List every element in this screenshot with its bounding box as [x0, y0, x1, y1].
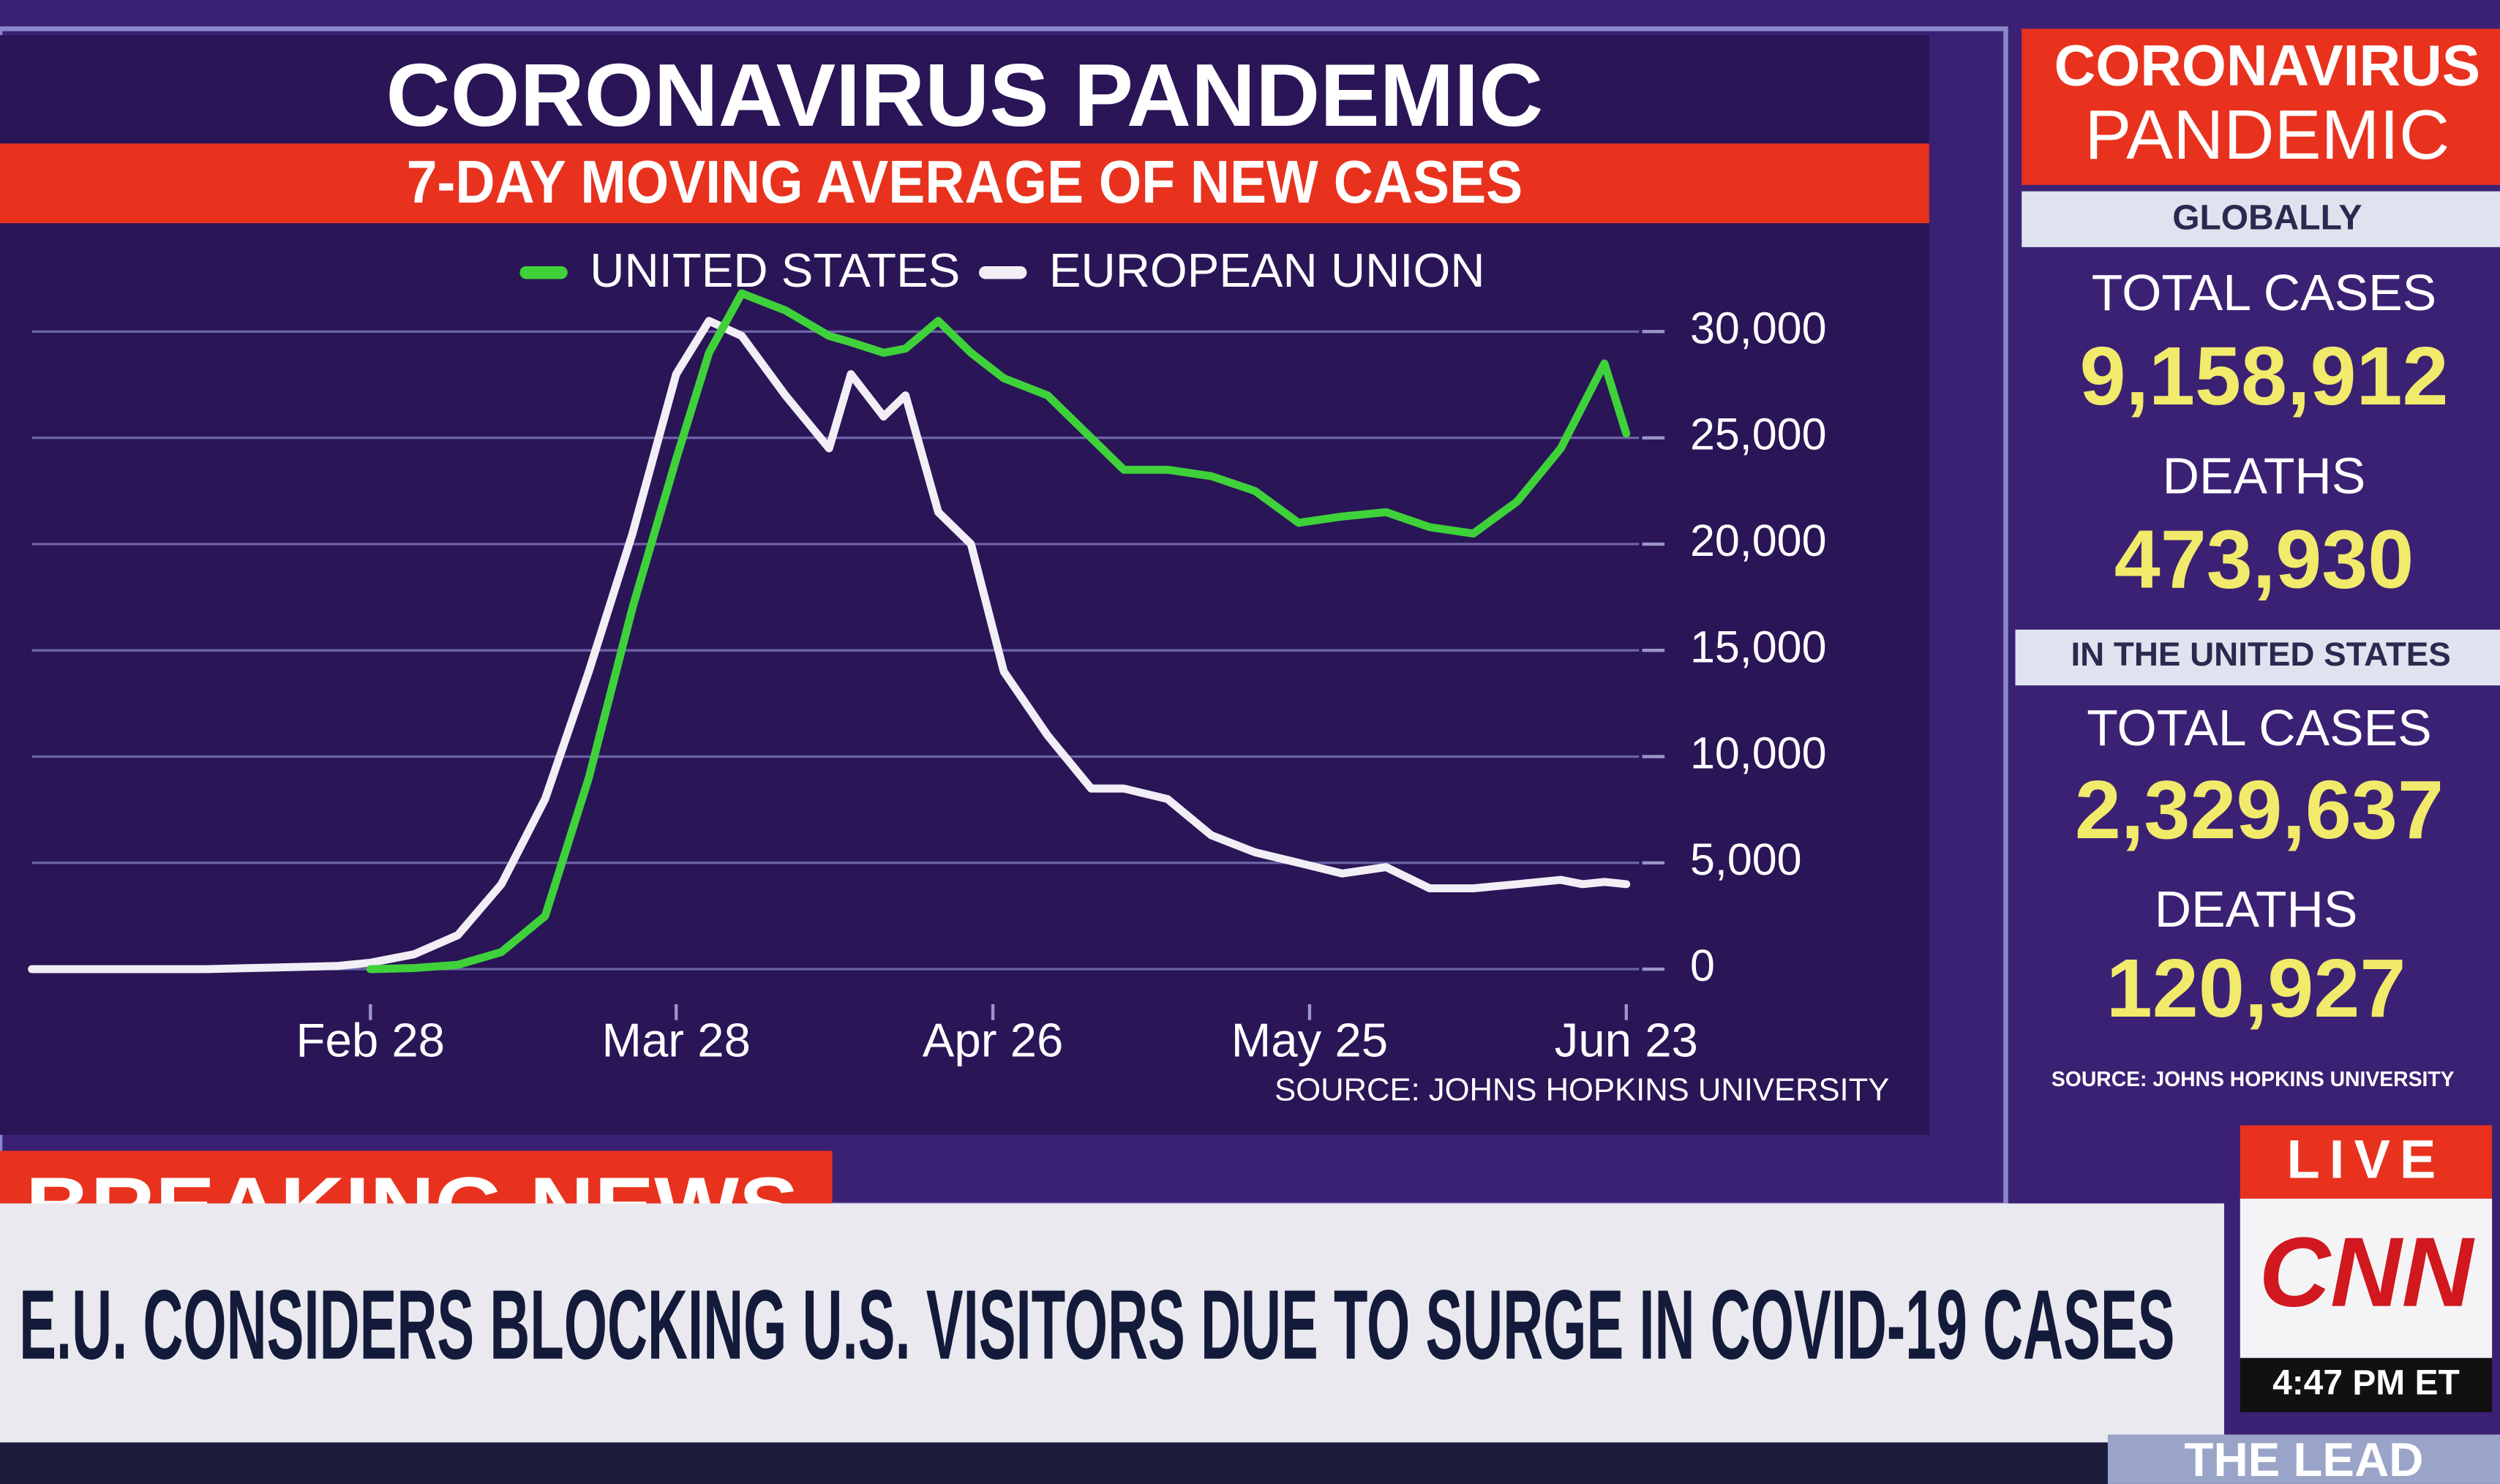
- sidebar-source: SOURCE: JOHNS HOPKINS UNIVERSITY: [2052, 1068, 2455, 1091]
- sidebar-title: PANDEMIC: [2084, 96, 2450, 174]
- stat-value: 473,930: [2114, 513, 2414, 606]
- time-box: [2240, 1357, 2493, 1412]
- show-name: THE LEAD: [2185, 1433, 2424, 1484]
- y-tick-label: 25,000: [1690, 410, 1827, 459]
- stat-label: DEATHS: [2163, 447, 2366, 504]
- y-tick-label: 5,000: [1690, 835, 1802, 884]
- x-tick-label: Jun 23: [1555, 1014, 1698, 1067]
- sidebar-header: GLOBALLY: [2172, 198, 2362, 237]
- x-tick-label: Feb 28: [296, 1014, 445, 1067]
- legend-label: UNITED STATES: [590, 244, 960, 297]
- stat-label: DEATHS: [2155, 881, 2358, 938]
- chart-subtitle: 7-DAY MOVING AVERAGE OF NEW CASES: [407, 148, 1523, 216]
- logo-box: [2240, 1198, 2493, 1358]
- sidebar-header: IN THE UNITED STATES: [2071, 636, 2450, 673]
- y-tick-label: 10,000: [1690, 728, 1827, 778]
- stat-label: TOTAL CASES: [2092, 264, 2436, 321]
- network-logo: CNN: [2259, 1217, 2475, 1327]
- sidebar-band: [2015, 629, 2500, 686]
- x-tick-label: May 25: [1231, 1014, 1388, 1067]
- y-tick-label: 15,000: [1690, 622, 1827, 671]
- y-tick-label: 20,000: [1690, 516, 1827, 565]
- headline: E.U. CONSIDERS BLOCKING U.S. VISITORS DU…: [19, 1270, 2174, 1380]
- live: LIVE: [2286, 1129, 2445, 1189]
- series-line: [28, 317, 1631, 973]
- sidebar-title-box: [2022, 29, 2500, 185]
- x-tick-label: Mar 28: [602, 1014, 751, 1067]
- ticker: [0, 1442, 2500, 1484]
- series-line: [366, 289, 1631, 973]
- stat-value: 2,329,637: [2075, 764, 2444, 856]
- stat-label: TOTAL CASES: [2087, 699, 2431, 756]
- sidebar-title: CORONAVIRUS: [2054, 34, 2481, 98]
- headline-band: [0, 1203, 2224, 1443]
- chart-title: CORONAVIRUS PANDEMIC: [386, 45, 1544, 145]
- x-tick-label: Apr 26: [923, 1014, 1064, 1067]
- stat-value: 9,158,912: [2079, 330, 2448, 423]
- time: 4:47 PM ET: [2272, 1363, 2460, 1402]
- y-tick-label: 0: [1690, 941, 1715, 990]
- legend-label: EUROPEAN UNION: [1049, 244, 1485, 297]
- live-box: [2240, 1125, 2493, 1199]
- sidebar-band: [2022, 191, 2500, 247]
- show-box: [2107, 1434, 2500, 1484]
- source: SOURCE: JOHNS HOPKINS UNIVERSITY: [1275, 1072, 1889, 1107]
- y-tick-label: 30,000: [1690, 303, 1827, 353]
- stat-value: 120,927: [2106, 942, 2406, 1035]
- subtitle-bar: [0, 143, 1929, 224]
